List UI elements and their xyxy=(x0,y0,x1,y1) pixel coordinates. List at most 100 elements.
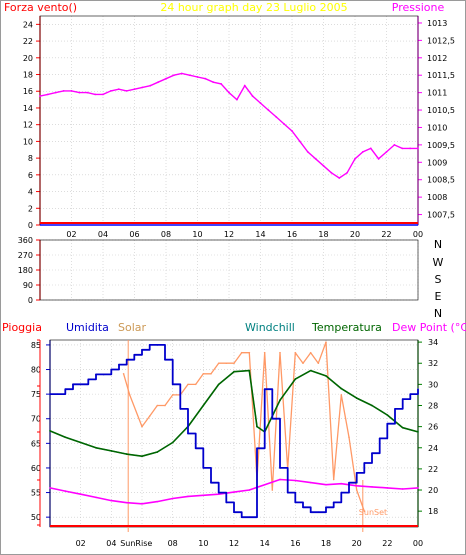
humidity-series-point xyxy=(401,398,404,400)
dewpoint-series-point xyxy=(64,490,67,492)
y-tick-label: 180 xyxy=(18,266,33,275)
pressure-point xyxy=(259,102,262,104)
solar-series-point xyxy=(202,373,205,375)
humidity-series-point xyxy=(417,388,419,391)
y2-tick-label: 28 xyxy=(428,402,438,411)
humidity-series-point xyxy=(79,383,82,386)
x-tick-label: 20 xyxy=(352,539,362,548)
y-tick-label: 8 xyxy=(28,154,33,163)
humidity-series-point xyxy=(125,358,128,361)
humidity-series-point xyxy=(148,344,151,346)
y2-tick-label: 1011,5 xyxy=(427,71,455,80)
x-tick-label: 04 xyxy=(98,230,108,239)
humidity-series-point xyxy=(202,467,205,469)
y-tick-label: 360 xyxy=(18,236,33,245)
temperature-series-point xyxy=(49,430,51,432)
x-tick-label: 16 xyxy=(290,539,300,548)
x-tick-label: 08 xyxy=(161,230,171,239)
pressure-point xyxy=(220,83,223,85)
dewpoint-series-point xyxy=(187,495,189,498)
x-tick-label: 02 xyxy=(76,539,86,548)
dewpoint-series-point xyxy=(49,487,51,489)
humidity-series-point xyxy=(394,408,396,410)
humidity-series-point xyxy=(286,491,289,494)
y2-tick-label: 1007,5 xyxy=(427,211,455,220)
temperature-series-point xyxy=(371,404,373,407)
direction-letter: S xyxy=(435,273,442,286)
x-tick-label: 04 xyxy=(106,539,116,548)
y-tick-label: 4 xyxy=(28,188,33,197)
y2-tick-label: 1008,5 xyxy=(427,176,455,185)
solar-series-point xyxy=(128,394,131,396)
dewpoint-series-point xyxy=(371,486,373,488)
temperature-series-point xyxy=(355,397,358,399)
humidity-series-point xyxy=(217,491,220,494)
dewpoint-series-point xyxy=(156,500,159,503)
sunrise-label: SunRise xyxy=(120,539,152,548)
y-tick-label: 22 xyxy=(23,37,33,46)
pressure-point xyxy=(228,91,230,94)
pressure-point xyxy=(117,88,120,91)
y-tick-label: 12 xyxy=(23,121,33,130)
solar-series-point xyxy=(325,341,327,343)
solar-series-point xyxy=(248,351,251,354)
humidity-series-point xyxy=(409,393,412,395)
solar-series-point xyxy=(348,436,350,438)
rain-label: Pioggia xyxy=(2,321,42,334)
temperature-series-point xyxy=(340,387,343,390)
y-tick-label: 16 xyxy=(23,87,33,96)
y2-tick-label: 26 xyxy=(428,423,438,432)
humidity-series-point xyxy=(141,349,143,351)
humidity-series-point xyxy=(87,378,90,381)
pressure-point xyxy=(212,81,215,84)
humidity-series-point xyxy=(49,393,51,395)
pressure-point xyxy=(306,150,309,153)
solar-series-point xyxy=(240,351,243,354)
pressure-point xyxy=(157,81,160,84)
temperature-series-point xyxy=(279,399,281,402)
pressure-point xyxy=(39,95,41,98)
temperature-series-point xyxy=(217,383,220,386)
pressure-point xyxy=(54,91,57,94)
temperature-series-point xyxy=(233,370,235,373)
solar-series-point xyxy=(279,351,281,354)
x-tick-label: 14 xyxy=(260,539,270,548)
temperature-series-point xyxy=(171,441,174,444)
x-tick-label: 06 xyxy=(129,230,139,239)
y2-tick-label: 18 xyxy=(428,507,438,516)
solar-series-point xyxy=(317,362,320,365)
wind-strength-label: Forza vento() xyxy=(4,1,77,14)
temperature-series-point xyxy=(110,450,113,452)
dewpoint-series-point xyxy=(171,497,174,500)
humidity-series-point xyxy=(72,383,74,386)
y2-tick-label: 20 xyxy=(428,486,438,495)
temperature-series-point xyxy=(325,375,327,377)
y2-tick-label: 1010,5 xyxy=(427,106,455,115)
y-tick-label: 14 xyxy=(23,104,33,113)
temperature-series-point xyxy=(386,414,389,416)
solar-series-point xyxy=(271,489,274,491)
humidity-series-point xyxy=(325,506,327,509)
x-tick-label: 08 xyxy=(168,539,178,548)
dewpoint-series-point xyxy=(417,487,419,489)
solar-series-point xyxy=(263,351,266,354)
direction-letter: E xyxy=(435,290,442,303)
dewpoint-series-point xyxy=(279,478,281,481)
pressure-point xyxy=(235,98,238,101)
humidity-series-point xyxy=(225,501,228,504)
humidity-series-point xyxy=(263,388,266,391)
humidity-series-point xyxy=(171,383,174,386)
y2-tick-label: 24 xyxy=(428,444,438,453)
humidity-series-point xyxy=(309,511,312,514)
pressure-point xyxy=(275,116,278,118)
y2-tick-label: 22 xyxy=(428,465,438,474)
humidity-series-point xyxy=(179,408,182,410)
x-tick-label: 12 xyxy=(229,539,239,548)
pressure-point xyxy=(172,74,175,77)
pressure-point xyxy=(393,143,396,146)
pressure-point xyxy=(165,77,167,80)
pressure-point xyxy=(377,157,380,160)
humidity-series-point xyxy=(371,452,373,454)
pressure-wind-panel: 02 04 06 08 10 12 14 16 18 20 22 000246810121416182… xyxy=(23,15,455,239)
